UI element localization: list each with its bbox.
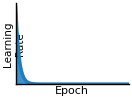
Y-axis label: Learning
Rate: Learning Rate: [3, 21, 25, 67]
X-axis label: Epoch: Epoch: [55, 86, 89, 96]
